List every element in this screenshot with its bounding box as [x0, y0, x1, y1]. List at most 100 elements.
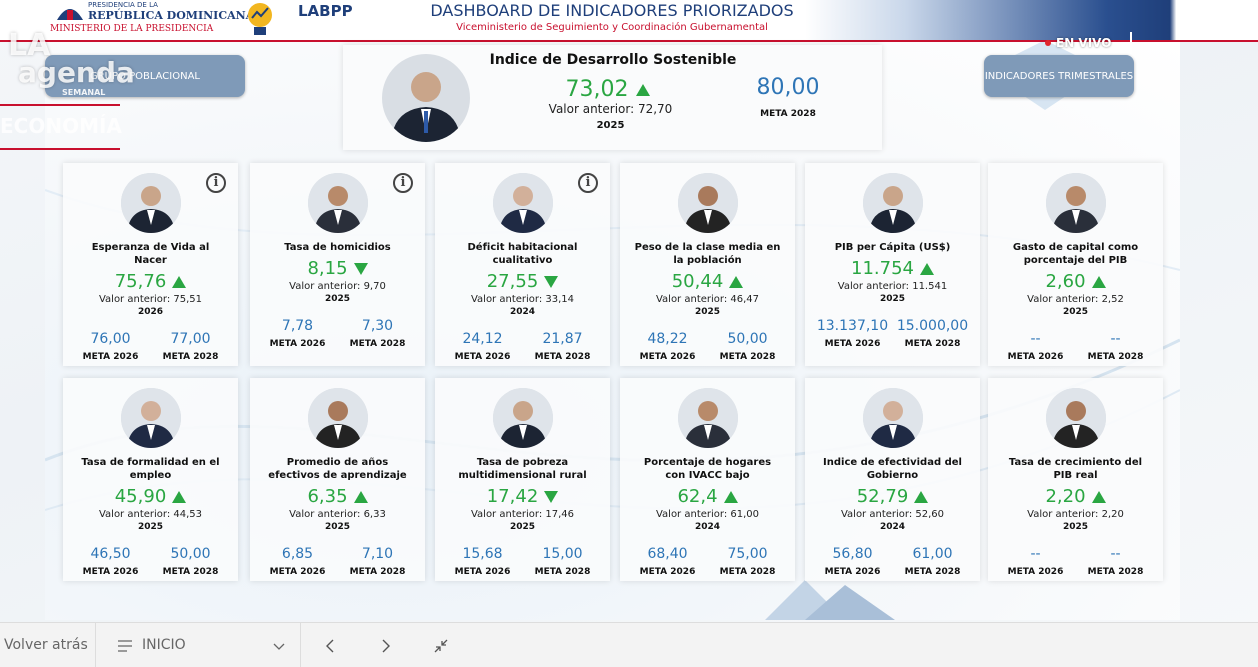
org-line: PRESIDENCIA DE LA	[88, 1, 158, 9]
goal-label: META 2028	[719, 352, 776, 362]
show-logo-main: agenda	[18, 56, 135, 89]
indicator-title: Tasa de formalidad en el empleo	[81, 457, 220, 481]
indicator-value: 2,20	[1045, 486, 1086, 507]
portrait	[1045, 173, 1106, 233]
collapse-button[interactable]	[434, 639, 448, 653]
header-bar: PRESIDENCIA DE LA REPÚBLICA DOMINICANA M…	[0, 0, 1258, 42]
goal: 77,00 META 2028	[151, 331, 231, 362]
goal-value: 13.137,10	[816, 318, 889, 334]
indicator-year: 2025	[324, 294, 351, 304]
info-button[interactable]: i	[206, 173, 226, 193]
indicator-title: Tasa de pobreza multidimensional rural	[458, 457, 587, 481]
trend-up-arrow	[353, 490, 368, 503]
live-dot	[1045, 40, 1051, 46]
portrait	[120, 173, 181, 233]
indicator-value-row: 11.754	[851, 258, 934, 279]
indicator-card: i Déficit habitacional cualitativo 27,55 Va…	[435, 163, 610, 366]
indicator-value-row: 50,44	[672, 271, 744, 292]
indicator-year: 2025	[137, 522, 164, 532]
quarterly-indicators-button[interactable]: INDICADORES TRIMESTRALES	[984, 55, 1134, 97]
info-button[interactable]: i	[578, 173, 598, 193]
goal: 48,22 META 2026	[628, 331, 708, 362]
indicator-title: Déficit habitacional cualitativo	[467, 242, 578, 266]
indicator-card: Tasa de crecimiento del PIB real 2,20 Valo…	[988, 378, 1163, 581]
goal-label: META 2026	[269, 339, 326, 349]
trend-up-arrow	[919, 262, 934, 275]
indicator-value-row: 27,55	[487, 271, 559, 292]
goal: 6,85 META 2026	[258, 546, 338, 577]
live-label: EN VIVO	[1056, 36, 1112, 50]
main-goal-label: META 2028	[760, 109, 816, 119]
goal-value: --	[1030, 331, 1041, 347]
goal-row: 48,22 META 2026 50,00 META 2028	[628, 331, 788, 362]
indicator-previous: Valor anterior: 6,33	[289, 509, 386, 520]
indicator-photo	[492, 388, 553, 448]
goal: 56,80 META 2026	[813, 546, 893, 577]
page-selector[interactable]: INICIO	[142, 637, 186, 653]
portrait	[492, 388, 553, 448]
indicator-card: Tasa de formalidad en el empleo 45,90 Valo…	[63, 378, 238, 581]
goal-value: 15,68	[462, 546, 503, 562]
indicator-previous: Valor anterior: 46,47	[655, 294, 760, 305]
overlay-rule	[0, 148, 120, 150]
indicator-value-row: 2,60	[1045, 271, 1106, 292]
goal: 76,00 META 2026	[71, 331, 151, 362]
goal-label: META 2026	[824, 567, 881, 577]
goal-row: 13.137,10 META 2026 15.000,00 META 2028	[813, 318, 973, 349]
trend-up-arrow	[1091, 275, 1106, 288]
indicator-previous: Valor anterior: 52,60	[840, 509, 945, 520]
indicator-year: 2024	[879, 522, 906, 532]
indicator-photo	[307, 173, 368, 233]
goal-value: 77,00	[170, 331, 211, 347]
indicator-card: Promedio de años efectivos de aprendizaj…	[250, 378, 425, 581]
goal: 68,40 META 2026	[628, 546, 708, 577]
indicator-title: PIB per Cápita (US$)	[834, 242, 951, 253]
indicator-title: Tasa de homicidios	[284, 242, 391, 253]
indicator-previous: Valor anterior: 11.541	[837, 281, 948, 292]
indicator-previous: Valor anterior: 2,52	[1027, 294, 1124, 305]
goal-value: --	[1110, 546, 1121, 562]
main-value-group: 73,02	[533, 77, 683, 102]
previous-page-button[interactable]	[325, 639, 335, 653]
info-button[interactable]: i	[393, 173, 413, 193]
portrait	[677, 388, 738, 448]
goal-value: 15.000,00	[896, 318, 969, 334]
trend-down-arrow	[544, 275, 559, 288]
goal: 50,00 META 2028	[708, 331, 788, 362]
goal: 50,00 META 2028	[151, 546, 231, 577]
portrait	[120, 388, 181, 448]
goal: -- META 2028	[1076, 546, 1156, 577]
goal-label: META 2028	[719, 567, 776, 577]
goal: 15,68 META 2026	[443, 546, 523, 577]
indicator-title: Indice de efectividad del Gobierno	[823, 457, 962, 481]
goal-value: --	[1110, 331, 1121, 347]
goal-label: META 2026	[454, 352, 511, 362]
goal: 15.000,00 META 2028	[893, 318, 973, 349]
indicator-photo	[307, 388, 368, 448]
org-name: REPÚBLICA DOMINICANA	[88, 9, 255, 22]
indicator-year: 2025	[324, 522, 351, 532]
goal-value: 7,10	[361, 546, 394, 562]
indicator-title: Peso de la clase media en la población	[634, 242, 781, 266]
goal-label: META 2028	[349, 339, 406, 349]
goal-label: META 2026	[1007, 352, 1064, 362]
back-button[interactable]: Volver atrás	[4, 637, 88, 653]
indicator-card: Tasa de pobreza multidimensional rural 17…	[435, 378, 610, 581]
population-group-button[interactable]: GRUPO POBLACIONAL	[45, 55, 245, 97]
indicator-value-row: 8,15	[307, 258, 368, 279]
overlay-section: ECONOMÍA	[0, 114, 122, 138]
goal-row: 6,85 META 2026 7,10 META 2028	[258, 546, 418, 577]
portrait	[307, 388, 368, 448]
indicator-previous: Valor anterior: 17,46	[470, 509, 575, 520]
goal-label: META 2028	[1087, 567, 1144, 577]
indicator-previous: Valor anterior: 44,53	[98, 509, 203, 520]
goal-row: 46,50 META 2026 50,00 META 2028	[71, 546, 231, 577]
next-page-button[interactable]	[381, 639, 391, 653]
goal-row: 68,40 META 2026 75,00 META 2028	[628, 546, 788, 577]
menu-icon	[118, 640, 132, 652]
indicator-photo	[120, 388, 181, 448]
indicator-photo	[1045, 173, 1106, 233]
goal-label: META 2026	[1007, 567, 1064, 577]
goal-label: META 2026	[824, 339, 881, 349]
dropdown-chevron[interactable]	[273, 643, 285, 651]
